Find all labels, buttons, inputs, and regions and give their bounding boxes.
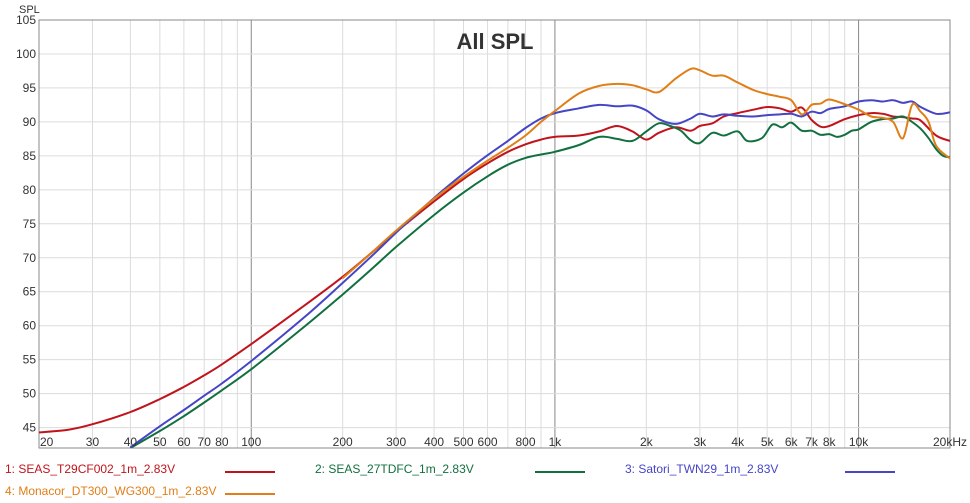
x-tick-label: 10k xyxy=(849,435,869,449)
y-tick-label: 80 xyxy=(23,183,37,197)
x-tick-label: 100 xyxy=(241,435,261,449)
y-tick-label: 65 xyxy=(23,285,37,299)
x-tick-label: 60 xyxy=(177,435,191,449)
legend-label: 4: Monacor_DT300_WG300_1m_2.83V xyxy=(5,484,217,498)
series-layer xyxy=(39,67,950,448)
y-tick-label: 90 xyxy=(23,115,37,129)
y-tick-label: 100 xyxy=(16,47,36,61)
y-tick-label: 105 xyxy=(16,13,36,27)
y-tick-labels: 105 100 95 90 85 80 75 70 65 60 55 50 45 xyxy=(16,13,36,435)
x-tick-label: 3k xyxy=(693,435,707,449)
x-tick-label: 400 xyxy=(424,435,444,449)
legend-label: 2: SEAS_27TDFC_1m_2.83V xyxy=(315,462,474,476)
series-line-3 xyxy=(129,99,950,448)
legend-swatch xyxy=(225,493,275,495)
grid-lines xyxy=(38,19,951,448)
x-tick-label: 1k xyxy=(549,435,563,449)
chart-title: All SPL xyxy=(456,29,533,54)
x-tick-label: 7k xyxy=(805,435,819,449)
legend-swatch xyxy=(845,471,895,473)
plot-border xyxy=(38,19,951,449)
y-axis-label: SPL xyxy=(19,4,40,16)
x-tick-label: 300 xyxy=(386,435,406,449)
series-line-4 xyxy=(342,67,950,279)
x-tick-label: 6k xyxy=(785,435,799,449)
x-tick-label: 20 xyxy=(40,435,54,449)
y-tick-label: 45 xyxy=(23,421,37,435)
plot-background xyxy=(39,20,950,448)
legend: 1: SEAS_T29CF002_1m_2.83V 2: SEAS_27TDFC_… xyxy=(0,458,970,503)
x-tick-label: 70 xyxy=(198,435,212,449)
legend-label: 3: Satori_TWN29_1m_2.83V xyxy=(625,462,779,476)
x-tick-label: 20kHz xyxy=(933,435,967,449)
x-tick-label: 200 xyxy=(333,435,353,449)
series-line-2 xyxy=(129,115,950,448)
y-tick-label: 95 xyxy=(23,81,37,95)
x-tick-label: 500 xyxy=(453,435,473,449)
series-line-1 xyxy=(39,105,950,434)
x-tick-label: 8k xyxy=(823,435,837,449)
x-tick-label: 50 xyxy=(153,435,167,449)
spl-chart: 105 100 95 90 85 80 75 70 65 60 55 50 45 20 30 40 50 60 7… xyxy=(16,4,967,449)
x-tick-label: 600 xyxy=(478,435,498,449)
y-tick-label: 85 xyxy=(23,149,37,163)
y-tick-label: 55 xyxy=(23,353,37,367)
x-tick-label: 80 xyxy=(215,435,229,449)
legend-swatch xyxy=(535,471,585,473)
y-tick-label: 60 xyxy=(23,319,37,333)
y-tick-label: 75 xyxy=(23,217,37,231)
x-tick-label: 2k xyxy=(640,435,654,449)
x-tick-label: 4k xyxy=(731,435,745,449)
x-tick-label: 800 xyxy=(515,435,535,449)
x-tick-label: 5k xyxy=(761,435,775,449)
legend-label: 1: SEAS_T29CF002_1m_2.83V xyxy=(5,462,176,476)
x-tick-label: 40 xyxy=(124,435,138,449)
y-tick-label: 50 xyxy=(23,387,37,401)
legend-swatch xyxy=(225,471,275,473)
x-tick-labels: 20 30 40 50 60 70 80 100 200 300 400 500 600 800 1k 2k 3… xyxy=(40,435,967,449)
y-tick-label: 70 xyxy=(23,251,37,265)
x-tick-label: 30 xyxy=(86,435,100,449)
